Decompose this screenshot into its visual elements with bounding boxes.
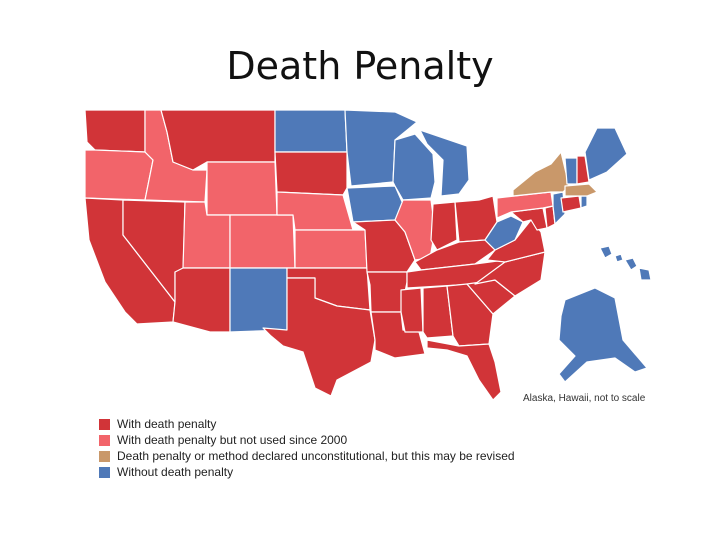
state-virginia <box>486 219 546 263</box>
legend-item-without: Without death penalty <box>99 464 515 480</box>
state-connecticut <box>560 195 582 213</box>
legend-swatch <box>99 418 110 430</box>
state-oregon <box>84 149 154 201</box>
state-michigan <box>419 129 470 197</box>
map-note: Alaska, Hawaii, not to scale <box>523 393 646 404</box>
legend-label: Without death penalty <box>117 465 234 479</box>
state-kansas <box>294 229 368 269</box>
state-texas <box>262 277 376 397</box>
state-wyoming <box>206 161 278 216</box>
legend-swatch <box>99 466 110 478</box>
state-colorado <box>229 214 296 269</box>
state-hawaii <box>599 245 652 281</box>
state-rhode-island <box>580 195 588 209</box>
legend-label: With death penalty <box>117 417 217 431</box>
state-indiana <box>430 201 458 251</box>
state-alaska <box>558 287 648 383</box>
legend-swatch <box>99 434 110 446</box>
state-alabama <box>422 285 454 339</box>
legend: With death penalty With death penalty bu… <box>99 416 515 480</box>
state-florida <box>426 339 502 401</box>
legend-item-not-used: With death penalty but not used since 20… <box>99 432 515 448</box>
state-new-mexico <box>229 267 288 333</box>
state-montana <box>160 109 276 171</box>
state-washington <box>84 109 146 153</box>
us-map <box>75 100 665 410</box>
state-new-york <box>512 151 570 197</box>
legend-item-unconstitutional: Death penalty or method declared unconst… <box>99 448 515 464</box>
legend-label: With death penalty but not used since 20… <box>117 433 348 447</box>
state-iowa <box>346 185 404 223</box>
state-massachusetts <box>564 183 598 197</box>
state-south-dakota <box>274 151 348 196</box>
legend-item-with: With death penalty <box>99 416 515 432</box>
page-title: Death Penalty <box>226 44 494 88</box>
state-north-dakota <box>274 109 348 153</box>
state-wisconsin <box>392 133 436 201</box>
legend-label: Death penalty or method declared unconst… <box>117 449 515 463</box>
state-arizona <box>172 267 231 333</box>
us-map-svg <box>84 109 652 401</box>
legend-swatch <box>99 450 110 462</box>
state-vermont <box>564 157 578 185</box>
state-mississippi <box>400 287 424 333</box>
state-maine <box>584 127 628 181</box>
